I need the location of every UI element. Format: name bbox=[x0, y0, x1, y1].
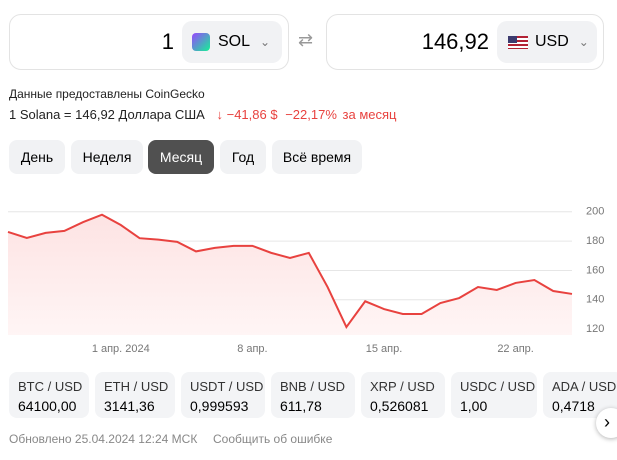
change-pct: −22,17% bbox=[285, 107, 337, 122]
rate-line: 1 Solana = 146,92 Доллара США ↓ −41,86 $… bbox=[9, 107, 396, 122]
to-amount: 146,92 bbox=[421, 29, 489, 54]
y-tick-label: 120 bbox=[586, 323, 604, 335]
ticker-value: 0,999593 bbox=[190, 398, 249, 414]
ticker-value: 0,4718 bbox=[552, 398, 595, 414]
scroll-right[interactable]: › bbox=[596, 408, 617, 438]
y-tick-label: 180 bbox=[586, 235, 604, 247]
from-field[interactable]: 1 SOL ⌄ bbox=[9, 14, 289, 70]
from-currency[interactable]: SOL ⌄ bbox=[182, 21, 282, 63]
x-tick-label: 22 апр. bbox=[497, 343, 534, 355]
ticker-pair: BTC / USD bbox=[18, 379, 83, 394]
period-button[interactable]: Год bbox=[220, 140, 266, 174]
period-button[interactable]: Всё время bbox=[272, 140, 362, 174]
to-currency-code: USD bbox=[535, 33, 569, 50]
x-tick-label: 15 апр. bbox=[366, 343, 403, 355]
x-tick-label: 1 апр. 2024 bbox=[92, 343, 150, 355]
from-currency-code: SOL bbox=[218, 33, 251, 50]
ticker-value: 64100,00 bbox=[18, 398, 77, 414]
chevron: ⌄ bbox=[260, 35, 271, 49]
rate-text: 1 Solana = 146,92 Доллара США bbox=[9, 107, 205, 122]
to-currency[interactable]: USD ⌄ bbox=[497, 21, 597, 63]
x-tick-label: 8 апр. bbox=[237, 343, 267, 355]
us-flag bbox=[508, 35, 528, 49]
ticker-card[interactable]: USDC / USD 1,00 bbox=[451, 372, 537, 418]
price-chart: 120 140 160 180 200 1 апр. 2024 8 апр. 15 апр. 2… bbox=[7, 206, 604, 355]
swap-icon[interactable]: ⇄ bbox=[298, 30, 314, 50]
to-field[interactable]: 146,92 USD ⌄ bbox=[326, 14, 604, 70]
change-abs: −41,86 $ bbox=[226, 107, 278, 122]
ticker-card[interactable]: BTC / USD 64100,00 bbox=[9, 372, 89, 418]
ticker-value: 3141,36 bbox=[104, 398, 155, 414]
ticker-pair: XRP / USD bbox=[370, 379, 435, 394]
ticker-value: 1,00 bbox=[460, 398, 488, 414]
ticker-value: 0,526081 bbox=[370, 398, 429, 414]
updated: Обновлено 25.04.2024 12:24 МСК bbox=[9, 432, 198, 446]
ticker-value: 611,78 bbox=[280, 398, 322, 414]
report-error[interactable]: Сообщить об ошибке bbox=[213, 432, 333, 446]
ticker-card[interactable]: BNB / USD 611,78 bbox=[271, 372, 355, 418]
ticker-pair: USDC / USD bbox=[460, 379, 536, 394]
period-button[interactable]: День bbox=[9, 140, 65, 174]
chevron: ⌄ bbox=[578, 35, 589, 49]
period-button[interactable]: Неделя bbox=[71, 140, 143, 174]
y-tick-label: 160 bbox=[586, 264, 604, 276]
ticker-pair: USDT / USD bbox=[190, 379, 264, 394]
ticker-pair: ETH / USD bbox=[104, 379, 169, 394]
y-tick-label: 200 bbox=[586, 206, 604, 218]
from-amount: 1 bbox=[161, 29, 174, 54]
ticker-pair: BNB / USD bbox=[280, 379, 346, 394]
change-period: за месяц bbox=[342, 107, 397, 122]
area bbox=[8, 214, 572, 335]
y-tick-label: 140 bbox=[586, 294, 604, 306]
sol-icon bbox=[192, 33, 210, 51]
ticker-card[interactable]: ETH / USD 3141,36 bbox=[95, 372, 175, 418]
ticker-pair: ADA / USD bbox=[552, 379, 617, 394]
source: Данные предоставлены CoinGecko bbox=[9, 87, 205, 101]
period-button[interactable]: Месяц bbox=[148, 140, 214, 174]
ticker-card[interactable]: XRP / USD 0,526081 bbox=[361, 372, 445, 418]
price-line bbox=[7, 213, 573, 330]
down-arrow: ↓ bbox=[216, 107, 223, 122]
ticker-card[interactable]: USDT / USD 0,999593 bbox=[181, 372, 265, 418]
